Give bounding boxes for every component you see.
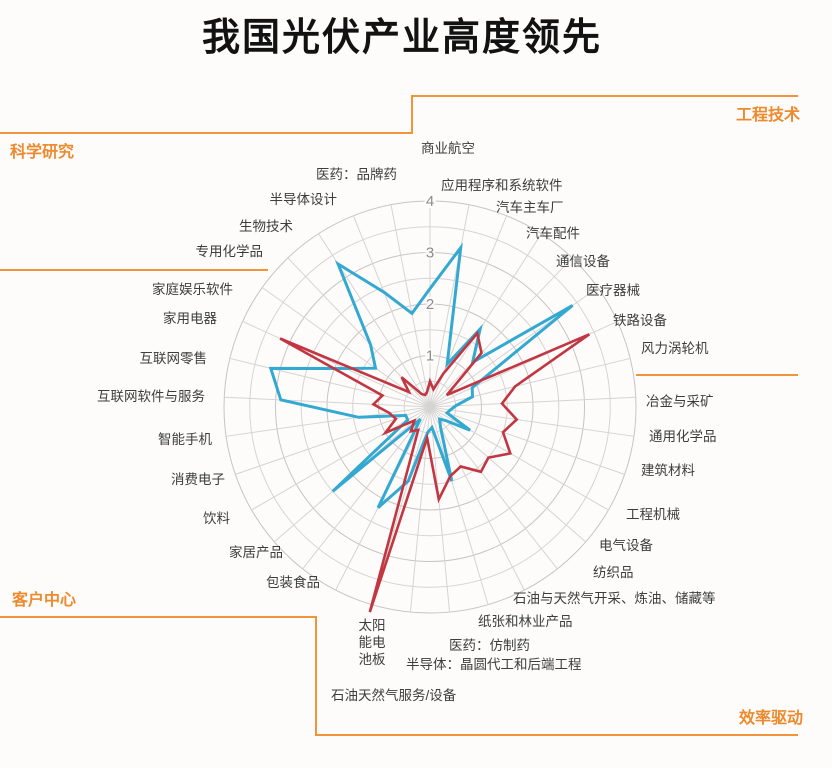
grid-spoke-20 [302,406,431,570]
axis-label-8: 冶金与采矿 [646,394,714,409]
grid-spoke-1 [429,204,470,408]
axis-label-4: 通信设备 [556,253,610,269]
axis-label-31: 半导体设计 [270,192,338,207]
axis-label-11: 工程机械 [626,507,680,522]
axis-label-10: 建筑材料 [641,463,695,478]
grid-spoke-12 [429,406,587,543]
quadrant-frame [0,95,798,736]
axis-label-13: 纺织品 [593,565,634,580]
frame-top-bracket [0,95,798,134]
axis-label-20: 包装食品 [266,574,320,590]
grid-spoke-32 [390,204,431,408]
axis-label-24: 智能手机 [158,432,212,447]
grid-spoke-16 [429,406,451,613]
grid-spoke-4 [429,257,573,408]
grid-spoke-24 [226,406,431,437]
axis-label-30: 生物技术 [239,219,293,234]
page-title: 我国光伏产业高度领先 [202,17,602,59]
axis-label-2: 汽车主车厂 [496,199,564,215]
axis-label-3: 汽车配件 [526,225,580,241]
quadrant-label-customer-center: 客户中心 [12,590,76,609]
grid-spoke-23 [235,406,431,475]
axis-label-1: 应用程序和系统软件 [441,177,563,193]
axis-label-21: 家居产品 [229,544,283,560]
ring-tick-2: 2 [426,296,434,313]
grid-spoke-13 [429,406,558,570]
axis-label-14: 石油与天然气开采、炼油、储藏等 [513,590,716,606]
ring-tick-4: 4 [426,193,434,210]
grid-spoke-7 [429,357,631,408]
axis-label-25: 互联网软件与服务 [97,389,205,404]
grid-spoke-31 [352,215,431,408]
frame-bottom-bracket [0,616,798,736]
axis-label-27: 家用电器 [163,310,217,326]
grid-spoke-22 [251,406,431,511]
radar-series-blue [268,242,574,509]
quadrant-label-efficiency-driven: 效率驱动 [739,708,803,727]
grid-spoke-10 [429,406,625,475]
axis-label-18: 太阳能电池板 [359,618,386,667]
axis-label-28: 家庭娱乐软件 [152,281,233,297]
radar-ring-tick-labels: 1 2 3 4 [424,191,436,367]
axis-label-17: 半导体：晶圆代工和后端工程 [406,657,582,672]
grid-spoke-25 [224,396,431,408]
grid-spoke-9 [429,406,634,437]
ring-tick-1: 1 [426,348,434,365]
radar-grid-spokes [224,201,636,613]
grid-spoke-14 [429,406,525,591]
grid-spoke-8 [429,396,636,408]
axis-label-12: 电气设备 [599,537,653,553]
axis-label-6: 铁路设备 [613,312,667,328]
axis-label-32: 医药：品牌药 [316,166,397,182]
quadrant-label-engineering-tech: 工程技术 [736,105,800,124]
grid-spoke-15 [429,406,489,605]
radar-axis-labels: 商业航空应用程序和系统软件汽车主车厂汽车配件通信设备医疗器械铁路设备风力涡轮机冶… [97,141,717,703]
grid-spoke-28 [261,287,431,408]
axis-label-19: 石油天然气服务/设备 [331,687,457,703]
grid-spoke-26 [229,357,431,408]
axis-label-9: 通用化学品 [649,429,717,444]
grid-spoke-27 [242,320,431,408]
quadrant-label-science-research: 科学研究 [10,142,74,161]
axis-label-22: 饮料 [203,511,230,526]
radar-series-layer [268,242,591,613]
axis-label-26: 互联网零售 [140,351,208,366]
axis-label-5: 医疗器械 [586,283,640,298]
axis-label-23: 消费电子 [171,472,225,487]
axis-label-16: 医药：仿制药 [449,638,530,653]
axis-label-29: 专用化学品 [196,244,264,259]
grid-spoke-3 [429,233,542,408]
axis-label-7: 风力涡轮机 [641,341,709,356]
axis-label-15: 纸张和林业产品 [478,614,573,629]
axis-label-0: 商业航空 [421,141,475,156]
radar-series-red [279,330,591,613]
ring-tick-3: 3 [426,245,434,262]
